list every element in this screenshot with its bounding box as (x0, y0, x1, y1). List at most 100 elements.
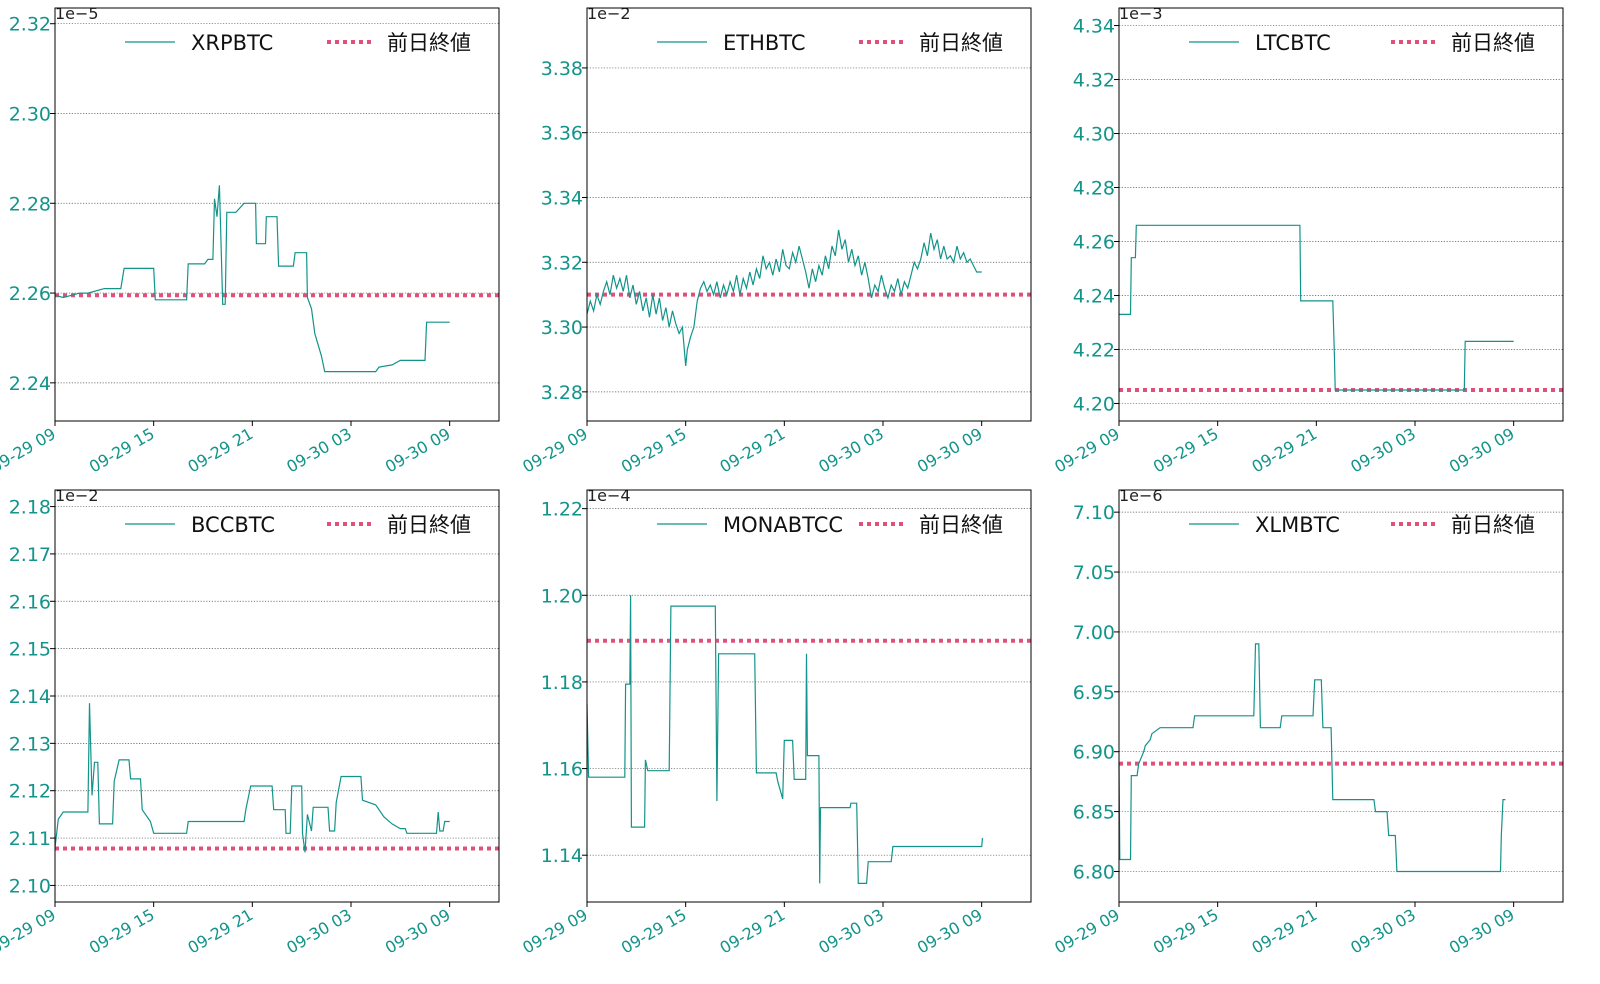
legend-reference-label: 前日終値 (919, 31, 1003, 55)
legend-series-label: MONABTCC (723, 513, 843, 537)
y-tick-label: 4.26 (1073, 231, 1115, 253)
legend-reference-label: 前日終値 (1451, 513, 1535, 537)
x-tick-label: 09-30 09 (1446, 905, 1518, 957)
legend-series-label: LTCBTC (1255, 31, 1331, 55)
plot-frame (1118, 7, 1564, 422)
y-tick-label: 6.90 (1073, 742, 1115, 764)
legend: XLMBTC 前日終値 (1189, 513, 1535, 537)
series-line (54, 703, 450, 853)
y-tick-label: 2.12 (9, 781, 51, 803)
legend: BCCBTC 前日終値 (125, 513, 471, 537)
chart-panel-5: 6.80 6.85 6.90 6.95 7.00 7.05 7.10 09-29 09 09-2… (1051, 486, 1564, 957)
x-tick-label: 09-29 09 (1051, 424, 1123, 476)
chart-panel-1: 3.28 3.30 3.32 3.34 3.36 3.38 09-29 09 09-29 15… (519, 4, 1032, 476)
y-tick-label: 1.20 (541, 585, 583, 607)
y-tick-label: 4.22 (1073, 339, 1115, 361)
plot-frame (586, 7, 1032, 422)
x-tick-label: 09-30 03 (815, 905, 887, 957)
series-line (1119, 224, 1514, 391)
x-tick-label: 09-30 09 (1446, 424, 1518, 476)
y-tick-label: 4.28 (1073, 178, 1115, 200)
legend-reference-label: 前日終値 (919, 513, 1003, 537)
y-tick-label: 7.00 (1073, 622, 1115, 644)
x-tick-label: 09-29 09 (1051, 905, 1123, 957)
series-line (1118, 643, 1506, 873)
x-tick-label: 09-29 21 (185, 424, 257, 476)
y-tick-label: 2.30 (9, 103, 51, 125)
y-tick-label: 1.14 (541, 845, 583, 867)
y-tick-label: 3.30 (541, 317, 583, 339)
legend-reference-label: 前日終値 (387, 513, 471, 537)
x-tick-label: 09-29 21 (1249, 905, 1321, 957)
plot-frame (54, 7, 500, 422)
x-tick-label: 09-29 15 (86, 905, 158, 957)
legend: LTCBTC 前日終値 (1189, 31, 1535, 55)
x-tick-label: 09-29 21 (1249, 424, 1321, 476)
legend-series-label: XLMBTC (1255, 513, 1340, 537)
x-tick-label: 09-29 15 (618, 424, 690, 476)
legend: MONABTCC 前日終値 (657, 513, 1003, 537)
legend-series-label: XRPBTC (191, 31, 273, 55)
y-tick-label: 3.38 (541, 58, 583, 80)
x-tick-label: 09-29 09 (519, 905, 591, 957)
y-tick-label: 2.16 (9, 591, 51, 613)
legend: ETHBTC 前日終値 (657, 31, 1003, 55)
y-tick-label: 3.32 (541, 252, 583, 274)
x-tick-label: 09-29 21 (185, 905, 257, 957)
x-tick-label: 09-30 03 (283, 424, 355, 476)
y-tick-label: 1.18 (541, 672, 583, 694)
chart-panel-4: 1.14 1.16 1.18 1.20 1.22 09-29 09 09-29 15 09-2… (519, 486, 1032, 957)
plot-frame (586, 489, 1032, 903)
x-tick-label: 09-29 09 (0, 905, 59, 957)
x-tick-label: 09-29 15 (618, 905, 690, 957)
y-tick-label: 2.28 (9, 193, 51, 215)
y-tick-label: 2.11 (9, 828, 51, 850)
y-tick-label: 3.36 (541, 123, 583, 145)
axis-offset-label: 1e−5 (55, 4, 99, 23)
x-tick-label: 09-29 09 (519, 424, 591, 476)
y-tick-label: 4.20 (1073, 393, 1115, 415)
x-tick-label: 09-29 15 (1150, 424, 1222, 476)
y-tick-label: 2.26 (9, 283, 51, 305)
y-tick-label: 1.16 (541, 759, 583, 781)
axis-offset-label: 1e−2 (55, 486, 99, 505)
legend-reference-label: 前日終値 (387, 31, 471, 55)
legend-series-label: ETHBTC (723, 31, 806, 55)
y-tick-label: 2.32 (9, 14, 51, 36)
y-tick-label: 6.85 (1073, 802, 1115, 824)
series-line (586, 229, 982, 366)
x-tick-label: 09-29 21 (717, 424, 789, 476)
axis-offset-label: 1e−4 (587, 486, 631, 505)
x-tick-label: 09-30 03 (815, 424, 887, 476)
series-line (586, 595, 984, 884)
y-tick-label: 2.18 (9, 497, 51, 519)
axis-offset-label: 1e−3 (1119, 4, 1163, 23)
chart-panel-0: 2.24 2.26 2.28 2.30 2.32 09-29 09 09-29 15 09-2… (0, 4, 500, 476)
y-tick-label: 4.32 (1073, 70, 1115, 92)
x-tick-label: 09-30 03 (283, 905, 355, 957)
y-tick-label: 2.24 (9, 373, 51, 395)
y-tick-label: 4.24 (1073, 285, 1115, 307)
y-tick-label: 7.10 (1073, 502, 1115, 524)
y-tick-label: 3.34 (541, 187, 583, 209)
y-tick-label: 4.34 (1073, 16, 1115, 38)
x-tick-label: 09-30 09 (914, 905, 986, 957)
x-tick-label: 09-30 09 (382, 424, 454, 476)
x-tick-label: 09-30 09 (382, 905, 454, 957)
axis-offset-label: 1e−2 (587, 4, 631, 23)
x-tick-label: 09-30 03 (1347, 424, 1419, 476)
x-tick-label: 09-29 21 (717, 905, 789, 957)
axis-offset-label: 1e−6 (1119, 486, 1163, 505)
y-tick-label: 2.17 (9, 544, 51, 566)
legend-series-label: BCCBTC (191, 513, 275, 537)
y-tick-label: 3.28 (541, 382, 583, 404)
x-tick-label: 09-29 09 (0, 424, 59, 476)
y-tick-label: 4.30 (1073, 124, 1115, 146)
y-tick-label: 7.05 (1073, 562, 1115, 584)
y-tick-label: 2.13 (9, 733, 51, 755)
y-tick-label: 2.14 (9, 686, 51, 708)
chart-panel-2: 4.20 4.22 4.24 4.26 4.28 4.30 4.32 4.34 09-29 09… (1051, 4, 1564, 476)
x-tick-label: 09-30 03 (1347, 905, 1419, 957)
plot-frame (1118, 489, 1564, 903)
